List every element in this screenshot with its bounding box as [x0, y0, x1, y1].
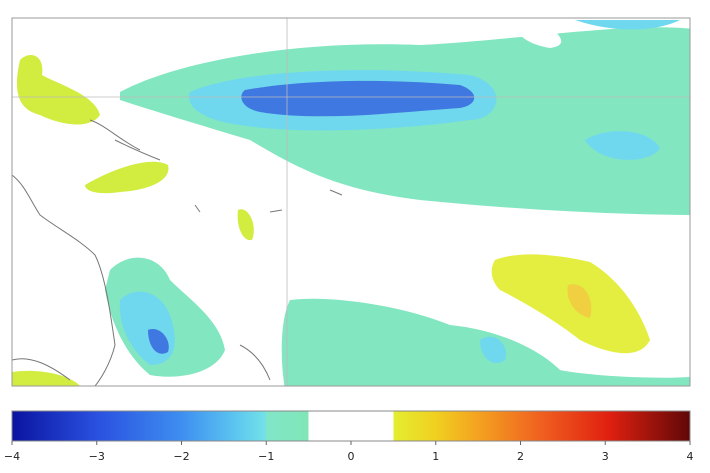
contour-neg-1-5: [585, 131, 660, 160]
contour-pos-1: [16, 55, 100, 125]
colorbar-ticks: −4 −3 −2 −1 0 1 2 3 4: [4, 441, 694, 463]
colorbar: [11, 410, 691, 442]
tick-label: −2: [173, 450, 189, 463]
tick-label: 4: [687, 450, 694, 463]
tick-label: −1: [258, 450, 274, 463]
map: [12, 18, 690, 386]
contour-pos-1: [491, 254, 650, 354]
contour-zero: [515, 22, 562, 48]
contour-pos-1: [85, 161, 169, 194]
map-frame: [11, 17, 691, 387]
contour-pos-1-5: [567, 284, 592, 318]
islands: [89, 119, 343, 381]
tick-label: 2: [517, 450, 524, 463]
contour-neg-1-5: [480, 336, 506, 364]
contour-pos-1: [12, 370, 80, 386]
contour-neg-2: [241, 80, 475, 117]
tick-label: −4: [4, 450, 20, 463]
coastline: [12, 174, 116, 386]
contour-neg-1-5: [575, 20, 680, 30]
contour-neg-2: [148, 329, 169, 354]
contour-pos-1: [237, 209, 254, 241]
tick-label: 0: [348, 450, 355, 463]
tick-label: −3: [89, 450, 105, 463]
tick-label: 3: [602, 450, 609, 463]
tick-label: 1: [432, 450, 439, 463]
